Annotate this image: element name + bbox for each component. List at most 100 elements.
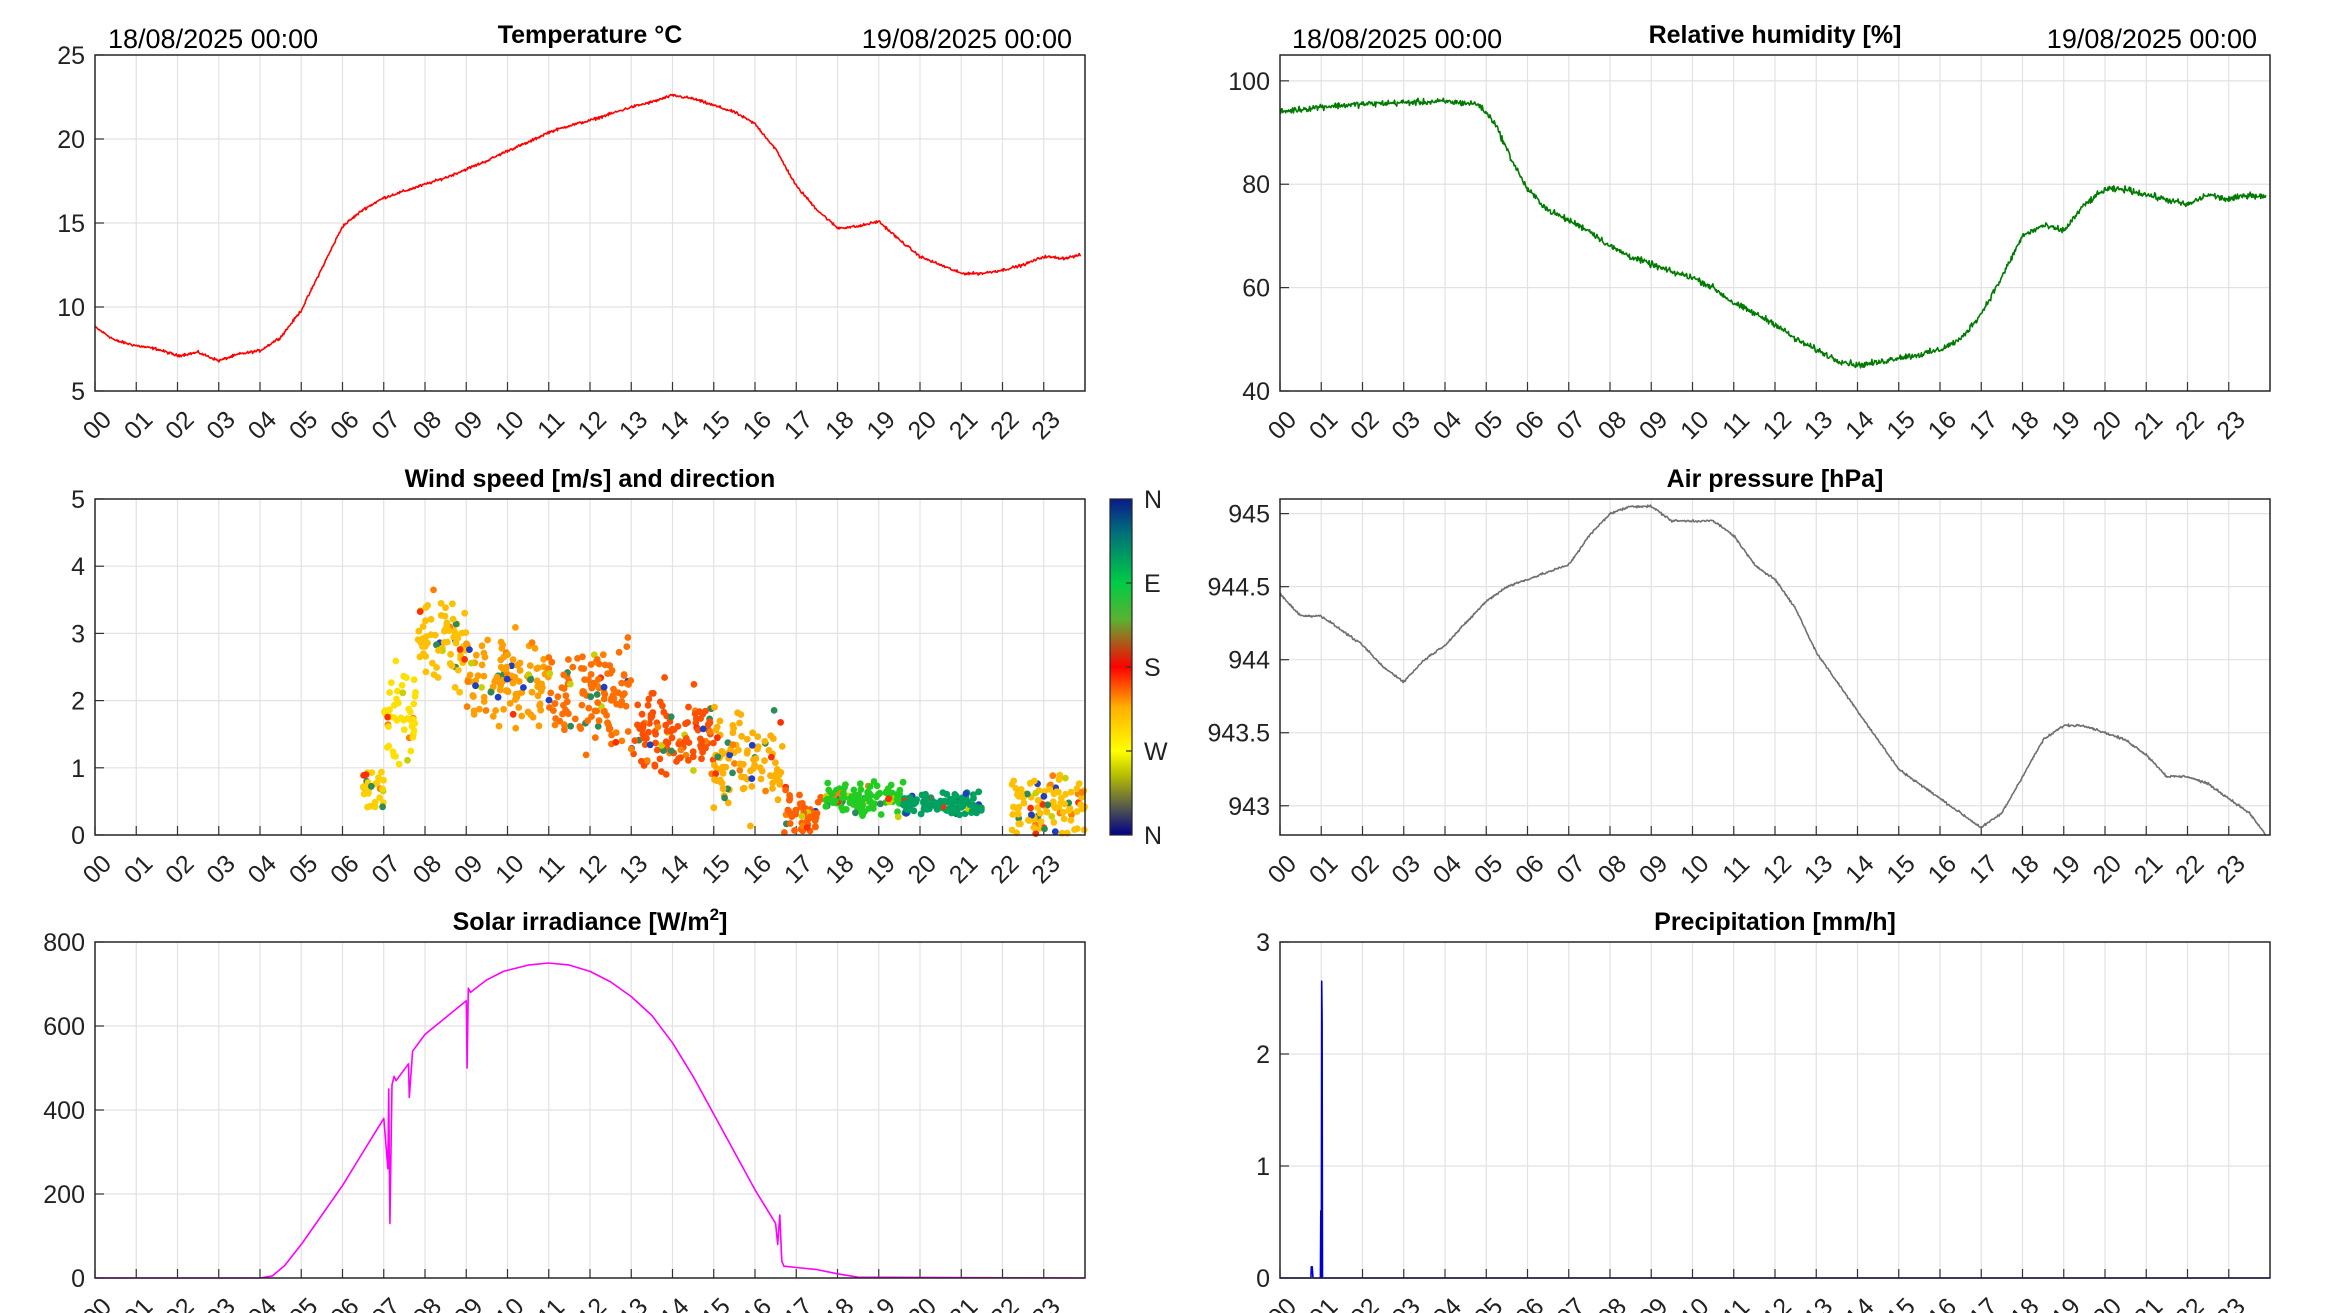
temperature-xtick-label: 16 bbox=[738, 406, 777, 445]
wind-axes-frame bbox=[94, 498, 1086, 836]
wind-point bbox=[494, 693, 502, 701]
wind-point bbox=[604, 719, 611, 727]
wind-point bbox=[748, 741, 756, 749]
wind-point bbox=[1073, 785, 1081, 793]
wind-point bbox=[512, 696, 519, 703]
temperature-xtick-label: 17 bbox=[779, 406, 818, 445]
solar-title-main: Solar irradiance [W/m bbox=[453, 908, 710, 936]
solar-xtick-label: 03 bbox=[201, 1293, 240, 1313]
wind-point bbox=[562, 692, 570, 700]
wind-point bbox=[641, 741, 649, 748]
wind-point bbox=[533, 677, 541, 685]
wind-point bbox=[546, 670, 554, 677]
wind-point bbox=[536, 702, 543, 709]
solar-xtick-label: 01 bbox=[119, 1293, 158, 1313]
wind-point bbox=[612, 729, 620, 736]
wind-point bbox=[558, 684, 566, 691]
humidity-xtick-label: 23 bbox=[2211, 406, 2250, 445]
wind-point bbox=[782, 786, 789, 794]
pressure-xtick-label: 15 bbox=[1881, 850, 1920, 889]
wind-point bbox=[404, 756, 411, 764]
solar-xtick-label: 18 bbox=[820, 1293, 859, 1313]
wind-point bbox=[447, 650, 454, 658]
pressure-xtick-label: 19 bbox=[2046, 850, 2085, 889]
wind-point bbox=[896, 786, 904, 794]
wind-point bbox=[697, 742, 704, 750]
wind-point bbox=[850, 786, 858, 794]
wind-point bbox=[1065, 807, 1073, 814]
temperature-chart: Temperature °C 18/08/2025 00:00 19/08/20… bbox=[57, 21, 1086, 445]
wind-point bbox=[618, 679, 625, 687]
wind-point bbox=[668, 725, 676, 733]
solar-series-line bbox=[95, 962, 1086, 1279]
wind-point bbox=[1028, 812, 1035, 819]
wind-point bbox=[838, 804, 845, 811]
wind-point bbox=[495, 722, 503, 730]
wind-xtick-label: 06 bbox=[325, 850, 364, 889]
wind-point bbox=[791, 827, 798, 834]
wind-point bbox=[461, 656, 468, 663]
wind-point bbox=[1015, 820, 1023, 828]
wind-point bbox=[533, 665, 541, 672]
wind-point bbox=[1032, 789, 1040, 797]
solar-xtick-label: 17 bbox=[779, 1293, 818, 1313]
wind-point bbox=[694, 726, 702, 734]
wind-point bbox=[367, 782, 375, 790]
wind-point bbox=[697, 715, 704, 722]
wind-point bbox=[1080, 804, 1088, 812]
wind-point bbox=[587, 671, 595, 678]
humidity-ytick-label: 80 bbox=[1242, 171, 1270, 199]
wind-point bbox=[399, 689, 407, 697]
wind-point bbox=[767, 772, 774, 780]
wind-point bbox=[386, 689, 393, 696]
temperature-xtick-label: 15 bbox=[696, 406, 735, 445]
wind-point bbox=[689, 748, 697, 756]
temperature-xtick-label: 20 bbox=[903, 406, 942, 445]
temperature-title: Temperature °C bbox=[498, 21, 683, 49]
wind-point bbox=[958, 795, 966, 802]
wind-point bbox=[649, 689, 657, 697]
precipitation-ytick-label: 1 bbox=[1256, 1153, 1270, 1181]
wind-point bbox=[601, 690, 609, 698]
wind-point bbox=[496, 686, 504, 694]
wind-point bbox=[778, 743, 786, 750]
wind-point bbox=[645, 695, 653, 703]
wind-xtick-label: 02 bbox=[160, 850, 199, 889]
precipitation-xtick-label: 14 bbox=[1840, 1293, 1880, 1313]
wind-point bbox=[419, 643, 426, 650]
solar-title: Solar irradiance [W/m2] bbox=[453, 905, 728, 936]
wind-point bbox=[1034, 804, 1042, 812]
wind-point bbox=[410, 700, 418, 708]
wind-point bbox=[545, 696, 553, 704]
wind-point bbox=[392, 657, 400, 665]
pressure-xtick-label: 17 bbox=[1964, 850, 2003, 889]
wind-point bbox=[870, 805, 877, 812]
wind-point bbox=[604, 670, 611, 677]
wind-point bbox=[422, 604, 430, 611]
wind-point bbox=[1051, 828, 1059, 836]
precipitation-xtick-label: 05 bbox=[1469, 1293, 1508, 1313]
wind-xtick-label: 00 bbox=[78, 850, 117, 889]
temperature-xtick-label: 01 bbox=[119, 406, 158, 445]
wind-ytick-label: 0 bbox=[71, 822, 85, 850]
wind-point bbox=[852, 809, 859, 817]
solar-title-end: ] bbox=[719, 908, 727, 936]
wind-point bbox=[472, 677, 480, 685]
wind-point bbox=[714, 734, 721, 742]
wind-point bbox=[373, 779, 381, 787]
wind-point bbox=[407, 747, 415, 755]
wind-point bbox=[668, 734, 676, 742]
pressure-xtick-label: 08 bbox=[1593, 850, 1632, 889]
wind-point bbox=[379, 803, 386, 811]
wind-point bbox=[1030, 824, 1038, 831]
solar-ytick-label: 0 bbox=[71, 1265, 85, 1293]
wind-point bbox=[950, 797, 958, 805]
wind-point bbox=[578, 701, 586, 709]
temperature-xtick-label: 09 bbox=[449, 406, 488, 445]
wind-point bbox=[360, 790, 368, 798]
wind-point bbox=[673, 758, 680, 765]
solar-title-sup: 2 bbox=[710, 905, 719, 924]
wind-point bbox=[615, 648, 623, 656]
solar-xtick-label: 15 bbox=[696, 1293, 735, 1313]
wind-point bbox=[661, 674, 668, 681]
